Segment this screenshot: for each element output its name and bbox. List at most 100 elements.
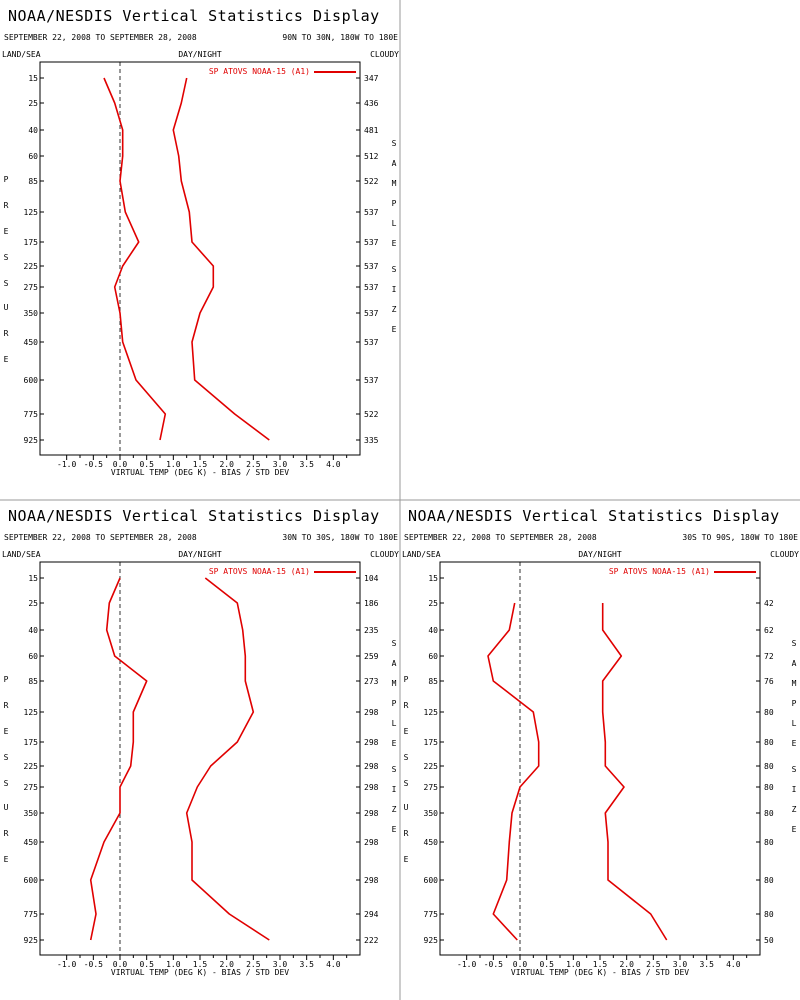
pressure-level-label: 175 — [24, 738, 39, 747]
sample-size-label: 335 — [364, 436, 379, 445]
sample-size-label: 80 — [764, 809, 774, 818]
bias-line — [89, 577, 148, 941]
x-tick-label: 2.5 — [246, 460, 261, 469]
pressure-axis-letter: E — [404, 727, 409, 736]
sample-size-axis-letter: P — [392, 199, 397, 208]
sample-size-label: 298 — [364, 838, 379, 847]
pressure-level-label: 350 — [24, 309, 39, 318]
pressure-axis-letter: R — [4, 329, 9, 338]
legend-label: SP ATOVS NOAA-15 (A1) — [209, 567, 310, 576]
sample-size-label: 80 — [764, 762, 774, 771]
panel-title: NOAA/NESDIS Vertical Statistics Display — [8, 7, 380, 25]
x-tick-label: 2.0 — [219, 460, 234, 469]
sample-size-label: 537 — [364, 238, 379, 247]
pressure-level-label: 60 — [28, 652, 38, 661]
sample-size-axis-letter: L — [392, 719, 397, 728]
sample-size-label: 537 — [364, 376, 379, 385]
x-tick-label: 1.0 — [166, 960, 181, 969]
sample-size-label: 537 — [364, 208, 379, 217]
x-tick-label: 1.5 — [193, 960, 208, 969]
pressure-axis-letter: R — [404, 829, 409, 838]
sample-size-label: 522 — [364, 410, 379, 419]
pressure-axis-letter: U — [4, 303, 9, 312]
pressure-level-label: 60 — [28, 152, 38, 161]
plot-frame — [39, 61, 361, 456]
std-dev-line — [601, 603, 668, 941]
x-tick-label: 0.0 — [113, 960, 128, 969]
sample-size-axis-letter: I — [392, 785, 397, 794]
x-tick-label: 0.5 — [539, 960, 554, 969]
legend-label: SP ATOVS NOAA-15 (A1) — [209, 67, 310, 76]
pressure-axis-letter: S — [4, 753, 9, 762]
sample-size-axis-letter: M — [792, 679, 797, 688]
x-tick-label: -1.0 — [457, 960, 476, 969]
x-tick-label: -1.0 — [57, 960, 76, 969]
pressure-level-label: 925 — [24, 936, 39, 945]
pressure-axis-letter: R — [404, 701, 409, 710]
pressure-axis-letter: E — [4, 227, 9, 236]
sample-size-label: 512 — [364, 152, 379, 161]
pressure-level-label: 600 — [424, 876, 439, 885]
sample-size-axis-letter: S — [392, 639, 397, 648]
x-tick-label: 1.5 — [593, 960, 608, 969]
x-tick-label: 0.0 — [513, 960, 528, 969]
sample-size-label: 104 — [364, 574, 379, 583]
pressure-axis-letter: U — [4, 803, 9, 812]
sample-size-label: 259 — [364, 652, 379, 661]
pressure-level-label: 25 — [428, 599, 438, 608]
x-tick-label: 3.0 — [673, 960, 688, 969]
sample-size-label: 72 — [764, 652, 774, 661]
pressure-axis-letter: S — [4, 779, 9, 788]
sample-size-axis-letter: M — [392, 179, 397, 188]
x-tick-label: 1.5 — [193, 460, 208, 469]
pressure-axis-letter: P — [4, 675, 9, 684]
x-tick-label: 1.0 — [166, 460, 181, 469]
pressure-level-label: 275 — [24, 283, 39, 292]
pressure-level-label: 450 — [24, 338, 39, 347]
pressure-level-label: 600 — [24, 876, 39, 885]
pressure-level-label: 85 — [28, 677, 38, 686]
sample-size-axis-letter: I — [392, 285, 397, 294]
pressure-level-label: 85 — [428, 677, 438, 686]
sample-size-axis-letter: A — [392, 659, 397, 668]
pressure-axis-letter: P — [404, 675, 409, 684]
sample-size-label: 347 — [364, 74, 379, 83]
pressure-axis-letter: S — [404, 779, 409, 788]
sample-size-axis-letter: Z — [392, 305, 397, 314]
sample-size-label: 298 — [364, 708, 379, 717]
panel-title: NOAA/NESDIS Vertical Statistics Display — [8, 507, 380, 525]
sample-size-label: 537 — [364, 262, 379, 271]
x-tick-label: 0.5 — [139, 460, 154, 469]
sample-size-label: 80 — [764, 708, 774, 717]
pressure-level-label: 225 — [24, 762, 39, 771]
date-range: SEPTEMBER 22, 2008 TO SEPTEMBER 28, 2008 — [4, 33, 197, 42]
x-axis-label: VIRTUAL TEMP (DEG K) - BIAS / STD DEV — [111, 968, 289, 977]
sample-size-axis-letter: S — [392, 765, 397, 774]
pressure-level-label: 775 — [24, 410, 39, 419]
sample-size-label: 481 — [364, 126, 379, 135]
sample-size-axis-letter: E — [792, 739, 797, 748]
sample-size-label: 76 — [764, 677, 774, 686]
pressure-axis-letter: R — [4, 201, 9, 210]
sample-size-label: 62 — [764, 626, 774, 635]
date-range: SEPTEMBER 22, 2008 TO SEPTEMBER 28, 2008 — [4, 533, 197, 542]
sample-size-axis-letter: A — [792, 659, 797, 668]
x-tick-label: 2.0 — [619, 960, 634, 969]
x-tick-label: 1.0 — [566, 960, 581, 969]
sample-size-axis-letter: P — [792, 699, 797, 708]
sample-size-axis-letter: E — [792, 825, 797, 834]
cloudy-label: CLOUDY — [370, 550, 399, 559]
pressure-level-label: 450 — [424, 838, 439, 847]
plot-frame — [39, 561, 361, 956]
x-tick-label: 2.5 — [646, 960, 661, 969]
pressure-level-label: 175 — [24, 238, 39, 247]
sample-size-axis-letter: Z — [792, 805, 797, 814]
x-axis-label: VIRTUAL TEMP (DEG K) - BIAS / STD DEV — [511, 968, 689, 977]
plot-frame — [439, 561, 761, 956]
sample-size-label: 80 — [764, 838, 774, 847]
sample-size-axis-letter: A — [392, 159, 397, 168]
land-sea-label: LAND/SEA — [2, 550, 41, 559]
pressure-level-label: 125 — [24, 708, 39, 717]
sample-size-label: 80 — [764, 876, 774, 885]
